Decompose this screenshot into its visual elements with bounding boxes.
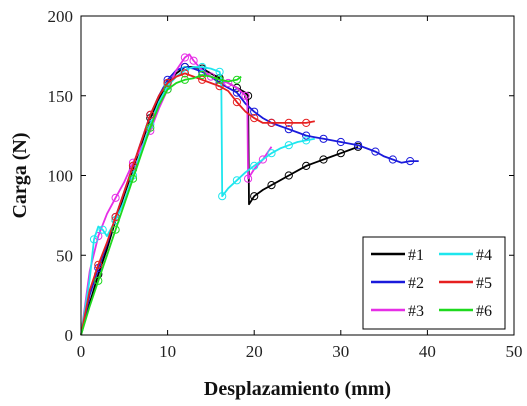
series-5-marker: [302, 118, 311, 128]
legend-label-5: #5: [476, 275, 492, 292]
x-tick-label: 30: [332, 342, 349, 361]
series-3-marker: [241, 91, 250, 100]
series-6-marker: [111, 225, 120, 234]
x-axis-title: Desplazamiento (mm): [204, 378, 391, 400]
y-tick-label: 200: [48, 7, 74, 26]
y-tick-label: 100: [48, 167, 74, 186]
series-1-marker: [302, 161, 311, 170]
x-tick-label: 10: [159, 342, 176, 361]
series-5-marker: [146, 110, 155, 120]
x-tick-label: 0: [77, 342, 86, 361]
series-3-marker: [111, 193, 120, 202]
series-6-marker: [146, 123, 155, 132]
series-1-marker: [284, 171, 293, 180]
series-4-marker: [198, 62, 207, 72]
legend-label-3: #3: [408, 303, 424, 320]
series-5-marker: [284, 118, 293, 128]
series-1-marker: [267, 181, 276, 190]
series-4-marker: [250, 161, 259, 170]
series-3-marker: [189, 56, 198, 65]
legend: #1 #4 #2 #5 #3 #6: [362, 236, 506, 330]
series-6-marker: [215, 75, 224, 84]
series-5-marker: [94, 260, 103, 269]
series-4-marker: [232, 176, 241, 185]
series-3-marker: [258, 155, 267, 164]
series-2-marker: [319, 134, 328, 143]
series-3-marker: [244, 174, 253, 183]
series-5-marker: [180, 69, 189, 78]
series-5-marker: [232, 98, 241, 107]
series-6-marker: [128, 174, 138, 183]
series-5: [80, 69, 315, 336]
y-tick-label: 50: [56, 246, 73, 265]
series-4-marker: [267, 149, 276, 158]
series-2-marker: [302, 131, 311, 140]
series-6: [80, 70, 242, 336]
x-tick-label: 40: [419, 342, 436, 361]
legend-label-4: #4: [476, 247, 492, 264]
series-6-line: [80, 74, 242, 336]
legend-label-6: #6: [476, 303, 492, 320]
series-2-marker: [336, 137, 345, 147]
legend-label-2: #2: [408, 275, 424, 292]
series-5-line: [80, 72, 315, 336]
series-1-marker: [250, 192, 259, 201]
series-2-marker: [406, 157, 415, 166]
series-3-marker: [224, 78, 233, 88]
series-2-marker: [284, 125, 293, 134]
series-4-marker: [89, 235, 99, 244]
series-2-marker: [354, 141, 363, 150]
series-4-line: [80, 66, 315, 336]
x-tick-label: 20: [246, 342, 263, 361]
series-layer: [80, 53, 419, 336]
series-4-marker: [284, 141, 293, 150]
series-6-marker: [180, 75, 189, 84]
series-1-marker: [319, 155, 328, 164]
series-3-marker: [180, 53, 189, 62]
x-tick-label: 50: [506, 342, 523, 361]
series-1-marker: [336, 149, 345, 158]
series-4-marker: [98, 225, 107, 234]
y-axis-title: Carga (N): [9, 132, 31, 218]
series-5-marker: [163, 78, 172, 88]
series-5-marker: [250, 114, 259, 123]
series-5-marker: [215, 82, 224, 91]
series-5-marker: [267, 118, 276, 128]
series-6-marker: [232, 75, 241, 84]
series-4-marker: [215, 67, 224, 76]
y-tick-label: 150: [48, 87, 74, 106]
series-6-marker: [94, 276, 103, 285]
series-2-marker: [250, 107, 259, 116]
series-5-marker: [198, 75, 207, 84]
legend-label-1: #1: [408, 247, 424, 264]
series-2-marker: [388, 155, 397, 164]
y-tick-label: 0: [65, 326, 74, 345]
series-4-marker: [302, 136, 311, 145]
axes-layer: 0 10 20 30 40 50 0 50 100 150 200: [48, 7, 523, 361]
series-2-marker: [371, 147, 380, 156]
series-4-marker: [218, 192, 227, 201]
series-6-marker: [163, 85, 172, 94]
series-1-marker: [232, 83, 241, 92]
series-6-marker: [198, 70, 207, 80]
series-3-line: [80, 53, 273, 336]
